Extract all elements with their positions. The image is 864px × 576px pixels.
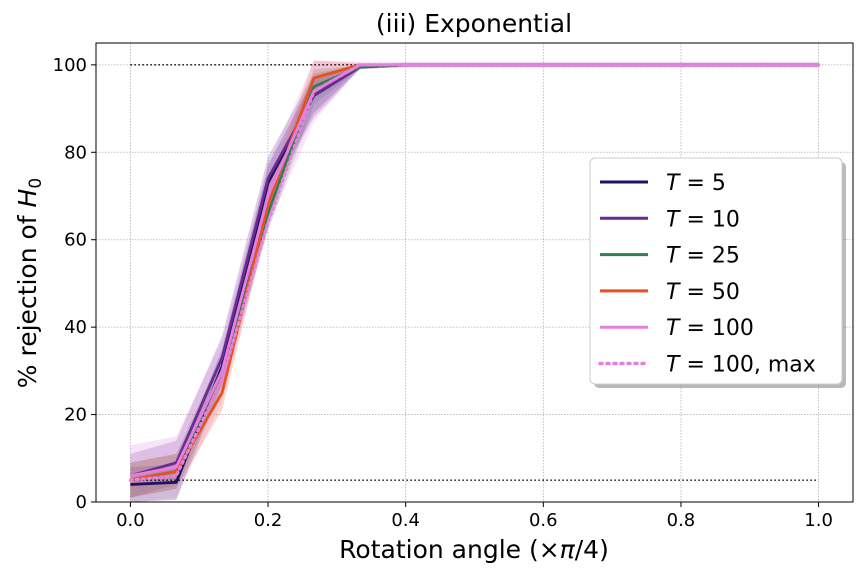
- legend-label: T = 10: [666, 207, 740, 232]
- legend-box: [589, 157, 843, 385]
- axis-ticks: 0.0 0.2 0.4 0.6 0.8 1.0 0 20 40 60 80 100: [53, 55, 833, 531]
- x-tick-label: 0.8: [667, 510, 696, 531]
- x-tick-label: 0.0: [116, 510, 145, 531]
- y-tick-label: 0: [76, 492, 87, 513]
- legend-label: T = 100, max: [666, 353, 816, 378]
- series-line: [128, 63, 821, 482]
- legend: T = 5 T = 10 T = 25 T = 50 T = 100 T = 100, m…: [589, 157, 846, 388]
- y-axis-label: % rejection of H0: [13, 178, 46, 388]
- chart-title: (iii) Exponential: [376, 9, 572, 38]
- y-tick-label: 100: [53, 55, 87, 76]
- x-tick-label: 0.4: [391, 510, 420, 531]
- legend-label: T = 5: [666, 171, 726, 196]
- y-tick-label: 80: [64, 142, 87, 163]
- x-axis-label: Rotation angle (×π/4): [339, 535, 609, 564]
- legend-label: T = 100: [666, 316, 754, 341]
- x-tick-label: 0.6: [529, 510, 558, 531]
- y-tick-label: 40: [64, 317, 87, 338]
- x-tick-label: 1.0: [804, 510, 833, 531]
- legend-label: T = 25: [666, 244, 740, 269]
- series-lines: [128, 63, 821, 486]
- x-tick-label: 0.2: [254, 510, 283, 531]
- plot-frame: [95, 42, 854, 503]
- y-tick-label: 60: [64, 230, 87, 251]
- y-tick-label: 20: [64, 405, 87, 426]
- legend-label: T = 50: [666, 280, 740, 305]
